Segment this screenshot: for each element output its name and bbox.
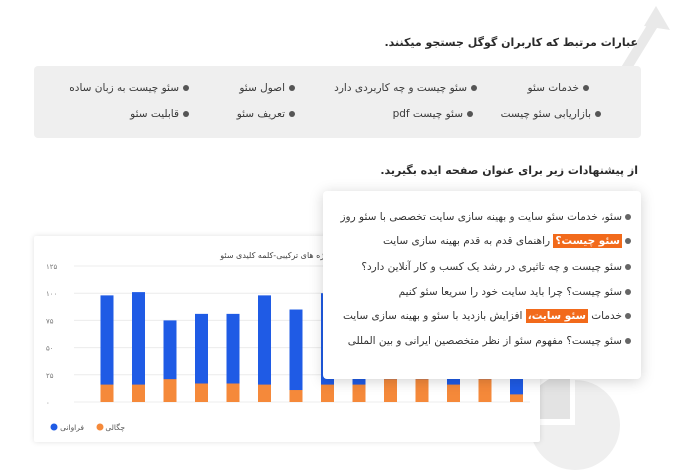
bar-density — [384, 379, 397, 402]
bullet-icon — [467, 111, 473, 117]
bar-density — [510, 394, 523, 402]
y-tick-label: ۷۵ — [46, 317, 54, 325]
bar-density — [226, 383, 240, 402]
bar-frequency — [195, 313, 208, 402]
bar-density — [100, 384, 114, 402]
bar-density — [195, 383, 208, 402]
chart-title: چگالی واژه های ترکیبی-کلمه کلیدی سئو — [219, 250, 354, 260]
suggestion-item[interactable]: سئو چیست و چه تاثیری در رشد یک کسب و کار… — [361, 261, 631, 273]
bullet-icon — [183, 85, 189, 91]
keyword-item[interactable]: بازاریابی سئو چیست — [501, 108, 601, 120]
bar-density — [478, 379, 492, 402]
bar-frequency — [132, 292, 145, 402]
suggestion-item[interactable]: سئو چیست؟ چرا باید سایت خود را سریعا سئو… — [399, 286, 631, 298]
keyword-item[interactable]: تعریف سئو — [237, 108, 295, 120]
suggestion-item[interactable]: خدمات سئو سایت، افزایش بازدید با سئو و ب… — [343, 309, 631, 323]
keyword-item[interactable]: قابلیت سئو — [130, 108, 189, 120]
bullet-icon — [625, 338, 631, 344]
bullet-icon — [625, 289, 631, 295]
bar-frequency — [226, 313, 240, 402]
bullet-icon — [625, 313, 631, 319]
keyword-item[interactable]: خدمات سئو — [528, 82, 589, 94]
bullet-icon — [471, 85, 477, 91]
keywords-heading: عبارات مرتبط که کاربران گوگل جستجو میکنن… — [384, 36, 638, 49]
bar-frequency — [100, 295, 114, 402]
bar-density — [352, 384, 366, 402]
suggestions-heading: از پیشنهادات زیر برای عنوان صفحه ایده بگ… — [380, 164, 638, 177]
y-tick-label: ۰ — [46, 399, 50, 407]
y-tick-label: ۱۲۵ — [46, 263, 58, 271]
suggestion-item[interactable]: سئو چیست؟ مفهوم سئو از نظر متخصصین ایران… — [348, 335, 631, 347]
y-tick-label: ۱۰۰ — [46, 290, 57, 298]
bar-density — [132, 384, 145, 402]
bar-density — [258, 384, 271, 402]
bar-density — [321, 384, 334, 402]
title-suggestions-popup: سئو، خدمات سئو سایت و بهینه سازی سایت تخ… — [323, 191, 641, 379]
keyword-item[interactable]: اصول سئو — [239, 82, 295, 94]
legend-label-frequency: فراوانی — [60, 423, 84, 432]
bar-density — [415, 379, 429, 402]
suggestion-item[interactable]: سئو چیست؟ راهنمای قدم به قدم بهینه سازی … — [383, 234, 631, 248]
suggestion-item[interactable]: سئو، خدمات سئو سایت و بهینه سازی سایت تخ… — [340, 211, 631, 223]
legend-swatch-frequency — [50, 423, 58, 431]
bar-frequency — [258, 295, 271, 402]
related-keywords-panel: خدمات سئو سئو چیست و چه کاربردی دارد اصو… — [34, 66, 641, 138]
bullet-icon — [625, 214, 631, 220]
bullet-icon — [625, 264, 631, 270]
suggestion-highlight: سئو چیست؟ — [553, 234, 622, 248]
bullet-icon — [183, 111, 189, 117]
suggestion-highlight: سئو سایت، — [525, 309, 588, 323]
bullet-icon — [289, 111, 295, 117]
keyword-item[interactable]: سئو چیست pdf — [393, 108, 473, 120]
bar-frequency — [289, 309, 303, 402]
legend-label-density: چگالی — [105, 423, 125, 432]
legend-swatch-density — [96, 423, 104, 431]
keyword-item[interactable]: سئو چیست و چه کاربردی دارد — [334, 82, 477, 94]
bar-density — [289, 390, 303, 402]
y-tick-label: ۵۰ — [46, 345, 54, 353]
keyword-item[interactable]: سئو چیست به زبان ساده — [69, 82, 189, 94]
bullet-icon — [289, 85, 295, 91]
bar-density — [163, 379, 177, 402]
bullet-icon — [595, 111, 601, 117]
y-tick-label: ۲۵ — [46, 372, 54, 380]
bar-density — [447, 384, 460, 402]
bullet-icon — [583, 85, 589, 91]
bullet-icon — [625, 238, 631, 244]
